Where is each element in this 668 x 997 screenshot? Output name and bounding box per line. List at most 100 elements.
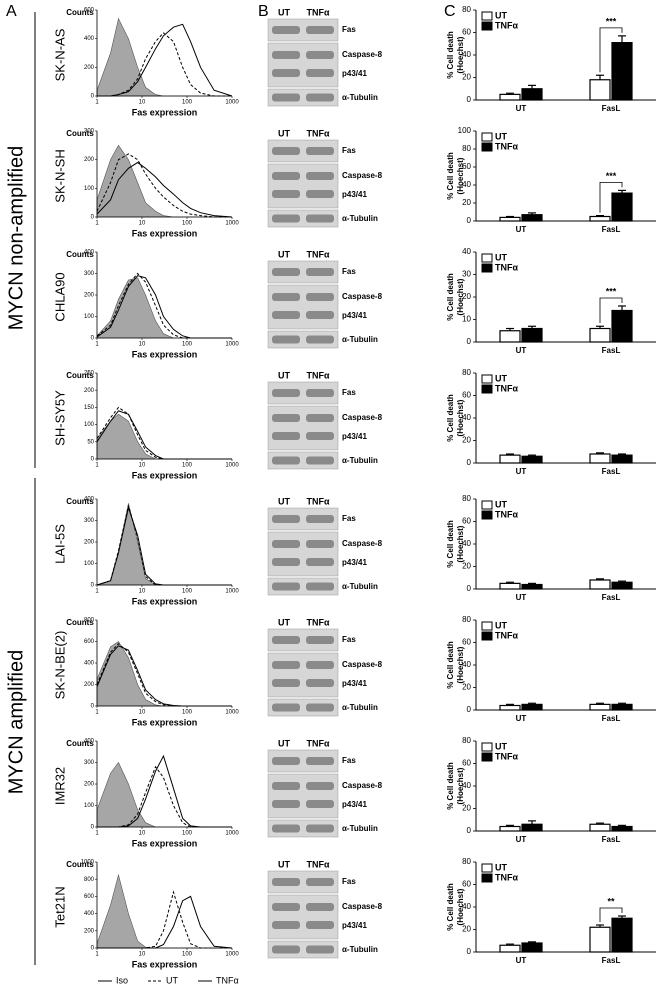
y-tick-label: 600 [84,639,95,645]
y-tick-label: 100 [84,803,95,809]
bar [611,309,633,343]
blot-strip [267,698,339,717]
y-axis-label: % Cell death [446,641,455,689]
y-axis-label: Counts [66,8,94,17]
legend-label: Iso [116,975,128,985]
y-tick-label: 0 [91,583,95,589]
y-tick-label: 40 [462,413,471,422]
blot-band [272,214,300,223]
y-tick-label: 1000 [81,860,95,866]
band-label: p43/41 [342,558,367,567]
blot-strip [267,531,339,577]
blot-band [272,661,300,669]
blot-band [306,51,334,59]
y-tick-label: 60 [462,162,471,171]
cell-line-label: SH-SY5Y [52,390,67,446]
blot-strip [267,749,339,773]
band-label: Fas [342,25,356,34]
y-tick-label: 80 [462,736,471,745]
blot-strip [267,451,339,470]
legend-swatch [481,500,493,510]
band-label: α-Tubulin [342,214,378,223]
legend-swatch [481,621,493,631]
x-tick-label: 1000 [225,342,239,348]
blot-band [306,824,334,833]
y-tick-label: 10 [462,315,471,324]
y-tick-label: 60 [462,880,471,889]
blot-band [306,93,334,102]
y-tick-label: 0 [467,458,472,467]
axes [475,862,656,953]
band-label: p43/41 [342,311,367,320]
y-axis-label: (Hoechst) [456,278,465,315]
y-tick-label: 80 [462,144,471,153]
y-axis-label: % Cell death [446,273,455,321]
histogram-area [96,503,232,586]
group-label: MYCN amplified [5,650,27,794]
band-label: Caspase-8 [342,292,383,301]
blot-band [272,878,300,886]
y-tick-label: 300 [84,760,95,766]
y-tick-label: 400 [84,739,95,745]
blot-strip [267,773,339,819]
x-tick-label: 100 [182,100,193,106]
y-tick-label: 800 [84,877,95,883]
lane-label: TNFα [306,859,329,869]
x-tick-label: 100 [182,710,193,716]
y-tick-label: 20 [462,292,471,301]
band-label: α-Tubulin [342,335,378,344]
blot-band [272,51,300,59]
blot-band [306,945,334,954]
axes [475,252,656,343]
band-label: Caspase-8 [342,660,383,669]
blot-band [272,432,300,440]
x-tick-label: UT [516,956,527,965]
blot-band [272,921,300,929]
legend-swatch [481,752,493,762]
x-axis-label: Fas expression [132,349,198,359]
histogram-area [96,144,232,218]
x-tick-label: UT [516,225,527,234]
legend-swatch [481,510,493,520]
x-tick-label: 10 [139,463,146,469]
legend-swatch [481,132,493,142]
y-axis-label: (Hoechst) [456,767,465,804]
blot-band [306,661,334,669]
axes [475,131,656,222]
blot-band [306,432,334,440]
blot-strip [267,405,339,451]
y-tick-label: 40 [462,660,471,669]
axes [475,373,656,464]
blot-strip [267,163,339,209]
y-axis-label: % Cell death [446,883,455,931]
legend-swatch [481,21,493,31]
y-axis-label: Counts [66,250,94,259]
y-tick-label: 40 [462,247,471,256]
significance-label: *** [606,16,617,26]
x-tick-label: FasL [602,956,621,965]
x-tick-label: 1 [95,100,99,106]
blot-band [306,214,334,223]
lane-label: UT [278,128,290,138]
x-tick-label: 10 [139,952,146,958]
bar [589,926,611,953]
x-tick-label: UT [516,104,527,113]
bar [499,93,521,101]
blot-strip [267,381,339,405]
x-tick-label: UT [516,714,527,723]
bar [589,215,611,222]
bar [611,581,633,590]
blot-band [272,679,300,687]
blot-band [306,800,334,808]
blot-band [306,268,334,276]
y-tick-label: 20 [462,804,471,813]
blot-strip [267,42,339,88]
bar [499,825,521,832]
y-axis-label: (Hoechst) [456,157,465,194]
band-label: p43/41 [342,679,367,688]
legend-label: UT [495,862,507,872]
y-tick-label: 300 [84,129,95,135]
x-tick-label: FasL [602,835,621,844]
blot-band [306,757,334,765]
x-tick-label: UT [516,346,527,355]
